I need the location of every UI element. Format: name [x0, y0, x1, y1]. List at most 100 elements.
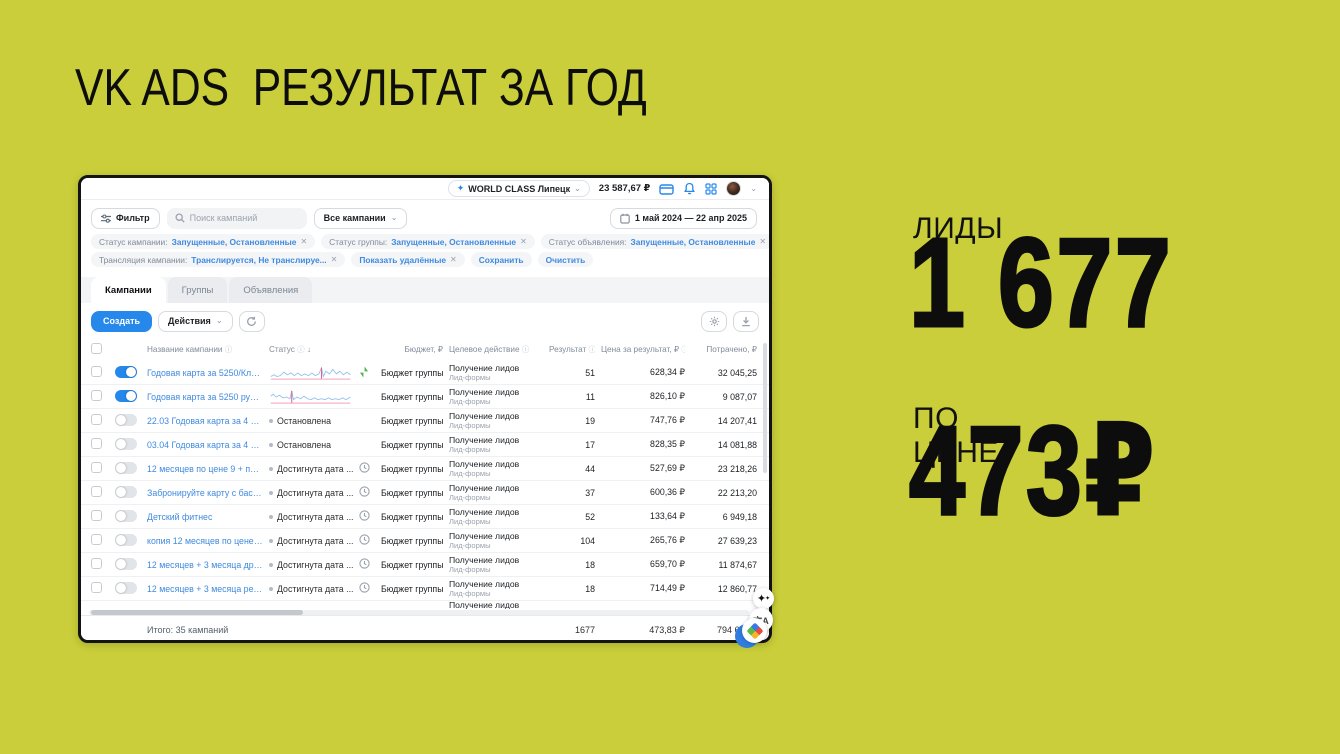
campaign-toggle[interactable] [115, 485, 137, 498]
horizontal-scrollbar[interactable] [89, 610, 749, 615]
campaign-toggle[interactable] [115, 509, 137, 522]
export-button[interactable] [733, 310, 759, 332]
campaign-name-link[interactable]: 12 месяцев по цене 9 + подарки [147, 463, 263, 474]
campaign-result: 37 [585, 487, 595, 498]
campaign-budget: Бюджет группы [381, 391, 443, 402]
campaign-result: 17 [585, 439, 595, 450]
campaign-toggle[interactable] [115, 413, 137, 426]
campaign-toggle[interactable] [115, 437, 137, 450]
extension-logo[interactable] [735, 618, 767, 648]
chevron-down-icon: ⌄ [215, 316, 223, 325]
filter-chip[interactable]: Очистить [537, 252, 594, 267]
row-checkbox[interactable] [91, 534, 102, 545]
actions-button[interactable]: Действия ⌄ [158, 310, 233, 332]
row-checkbox[interactable] [91, 486, 102, 497]
filter-chip[interactable]: Статус группы: Запущенные, Остановленные ✕ [321, 234, 535, 249]
col-name: Название кампании ⓘ [147, 344, 233, 354]
row-checkbox[interactable] [91, 366, 102, 377]
chip-value: Запущенные, Остановленные [630, 236, 756, 247]
campaign-name-link[interactable]: Годовая карта за 5250/Клипы [147, 367, 263, 378]
campaign-spent: 14 207,41 [717, 415, 757, 426]
row-checkbox[interactable] [91, 414, 102, 425]
campaign-name-link[interactable]: Забронируйте карту с бассейно... [147, 487, 263, 498]
status-dot [269, 442, 273, 447]
table-row: копия 12 месяцев по цене 9 + по... Дости… [81, 529, 769, 553]
chip-value: Запущенные, Остановленные [171, 236, 297, 247]
campaign-toggle[interactable] [115, 533, 137, 546]
campaign-toggle[interactable] [115, 365, 137, 378]
card-icon[interactable] [659, 183, 674, 195]
filter-chip[interactable]: Статус объявления: Запущенные, Остановлен… [540, 234, 769, 249]
tab-active[interactable]: Кампании [91, 277, 166, 303]
tab-inactive[interactable]: Группы [167, 277, 228, 303]
filter-chip[interactable]: Показать удалённые ✕ [351, 252, 465, 267]
row-checkbox[interactable] [91, 438, 102, 449]
select-all-checkbox[interactable] [91, 342, 102, 354]
close-icon[interactable]: ✕ [330, 255, 338, 264]
create-button[interactable]: Создать [91, 310, 153, 332]
clock-icon [359, 534, 370, 545]
campaign-action: Получение лидов Лид-формы [449, 507, 520, 526]
campaign-toggle[interactable] [115, 581, 137, 594]
campaign-name-link[interactable]: 03.04 Годовая карта за 4 917 ру... [147, 439, 263, 450]
gear-icon [709, 316, 719, 326]
campaign-name-link[interactable]: 12 месяцев + 3 месяца другу [147, 559, 263, 570]
campaign-name-link[interactable]: Детский фитнес [147, 511, 213, 522]
apps-grid-icon[interactable] [705, 182, 717, 195]
info-icon: ⓘ [521, 344, 530, 354]
campaign-toggle[interactable] [115, 389, 137, 402]
avatar[interactable] [726, 181, 742, 196]
campaign-toggle[interactable] [115, 557, 137, 570]
filter-button[interactable]: Фильтр [91, 207, 160, 229]
campaign-action: Получение лидов Лид-формы [449, 435, 520, 454]
vertical-scrollbar[interactable] [763, 343, 767, 473]
filter-chips-row-1: Статус кампании: Запущенные, Остановленны… [91, 234, 769, 249]
row-checkbox[interactable] [91, 510, 102, 521]
status-dot [269, 418, 273, 423]
filter-chip[interactable]: Трансляция кампании: Транслируется, Не тр… [91, 252, 346, 267]
refresh-button[interactable] [238, 310, 265, 332]
campaign-status: Остановлена [269, 416, 353, 426]
campaign-name-link[interactable]: 12 месяцев + 3 месяца ребенку [147, 583, 263, 594]
chevron-down-icon[interactable]: ⌄ [750, 183, 757, 193]
row-checkbox[interactable] [91, 462, 102, 473]
boost-icon [360, 366, 368, 377]
campaign-budget: Бюджет группы [381, 511, 443, 522]
table-row: 22.03 Годовая карта за 4 917 ру... Остан… [81, 409, 769, 433]
campaign-spent: 9 087,07 [722, 391, 757, 402]
col-status[interactable]: Статус ⓘ ↓ [269, 344, 311, 354]
chip-value: Запущенные, Остановленные [391, 236, 517, 247]
status-dot [269, 490, 273, 495]
campaign-action: Получение лидов Лид-формы [449, 459, 520, 478]
close-icon[interactable]: ✕ [520, 237, 527, 246]
account-selector[interactable]: ✦ WORLD CLASS Липецк ⌄ [447, 180, 590, 197]
row-checkbox[interactable] [91, 390, 102, 401]
chip-value: Очистить [545, 254, 586, 265]
bell-icon[interactable] [683, 182, 696, 195]
table-row: Годовая карта за 5250/Клипы Бюджет групп… [81, 361, 769, 385]
filter-chip[interactable]: Сохранить [470, 252, 532, 267]
table-row: Забронируйте карту с бассейно... Достигн… [81, 481, 769, 505]
refresh-icon [247, 316, 256, 326]
campaign-price: 133,64 ₽ [650, 511, 685, 521]
tab-inactive[interactable]: Объявления [229, 277, 313, 303]
sparkle-cursor-icon[interactable]: ✦ ✦ [753, 588, 774, 609]
campaign-toggle[interactable] [115, 461, 137, 474]
settings-button[interactable] [701, 310, 727, 332]
filter-chip[interactable]: Статус кампании: Запущенные, Остановленны… [91, 234, 316, 249]
campaign-spent: 27 639,23 [717, 535, 757, 546]
row-checkbox[interactable] [91, 582, 102, 593]
close-icon[interactable]: ✕ [759, 237, 767, 246]
campaign-price: 527,69 ₽ [650, 463, 685, 473]
campaign-type-select[interactable]: Все кампании ⌄ [313, 207, 408, 229]
close-icon[interactable]: ✕ [450, 255, 457, 264]
campaign-name-link[interactable]: 22.03 Годовая карта за 4 917 ру... [147, 415, 263, 426]
search-input[interactable]: Поиск кампаний [166, 207, 307, 229]
campaign-status: Остановлена [269, 440, 353, 450]
date-range-picker[interactable]: 1 май 2024 — 22 апр 2025 [609, 207, 757, 229]
close-icon[interactable]: ✕ [300, 237, 308, 246]
row-checkbox[interactable] [91, 558, 102, 569]
campaign-name-link[interactable]: копия 12 месяцев по цене 9 + по... [147, 535, 263, 546]
campaign-name-link[interactable]: Годовая карта за 5250 руб./мес [147, 391, 263, 402]
campaign-budget: Бюджет группы [381, 535, 443, 546]
